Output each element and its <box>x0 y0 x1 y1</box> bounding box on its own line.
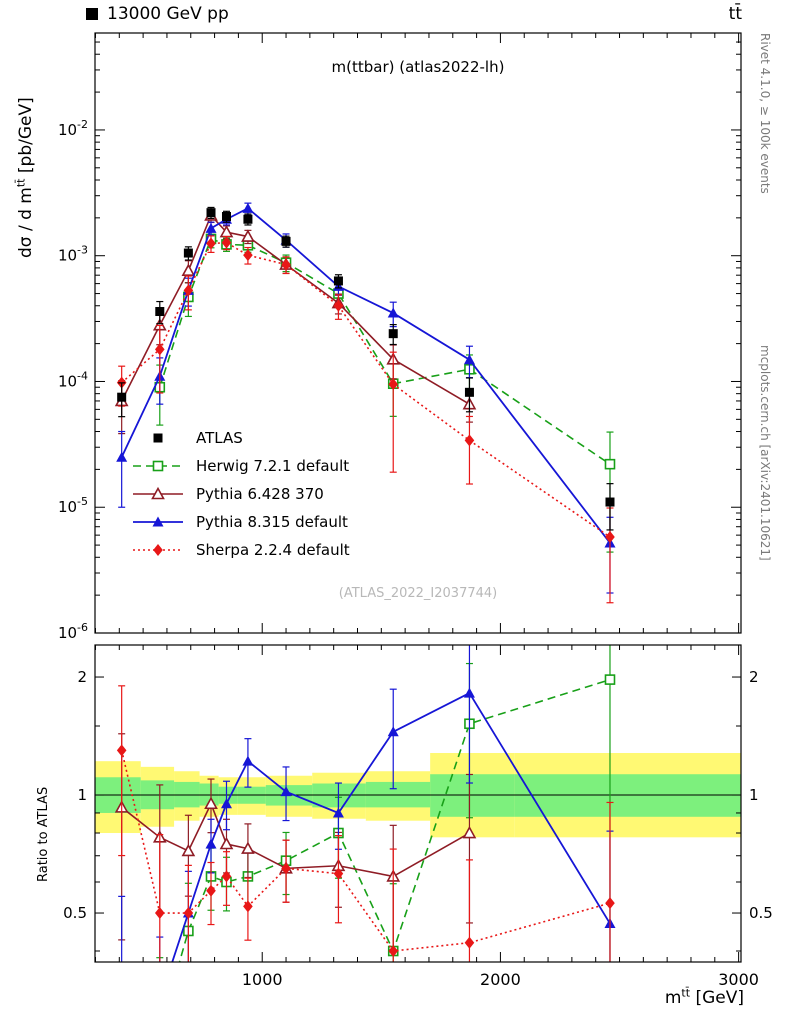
mcplots-reference-note: mcplots.cern.ch [arXiv:2401.10621] <box>758 345 772 561</box>
y-tick-label: 10-2 <box>58 118 88 139</box>
y-tick-label: 10-6 <box>58 621 88 642</box>
legend-label-atlas: ATLAS <box>196 429 243 447</box>
legend-marker-atlas <box>153 433 163 443</box>
legend-entry-atlas: ATLAS <box>132 424 350 452</box>
y-axis-label-sup: tt̄ <box>14 178 28 188</box>
legend-marker-pythia8 <box>133 516 183 527</box>
y-tick-label: 10-3 <box>58 244 88 265</box>
legend-entry-herwig: Herwig 7.2.1 default <box>132 452 350 480</box>
ratio-tick-label-right: 2 <box>749 668 759 686</box>
legend-label-sherpa: Sherpa 2.2.4 default <box>196 541 350 559</box>
rivet-version-note: Rivet 4.1.0, ≥ 100k events <box>758 33 772 194</box>
x-axis-label-pre: m <box>664 988 682 1008</box>
header-beam-energy: 13000 GeV pp <box>86 4 229 24</box>
ratio-tick-label-left: 1 <box>77 786 87 804</box>
legend-label-herwig: Herwig 7.2.1 default <box>196 457 350 475</box>
x-axis-label-sup: tt̄ <box>681 986 691 1000</box>
ratio-tick-label-right: 1 <box>749 786 759 804</box>
analysis-watermark: (ATLAS_2022_I2037744) <box>338 586 498 601</box>
x-tick-label: 3000 <box>718 970 759 989</box>
ratio-tick-label-left: 0.5 <box>63 904 87 922</box>
y-axis-label-main: dσ / d mtt̄ [pb/GeV] <box>14 97 36 258</box>
x-tick-label: 1000 <box>242 970 283 989</box>
legend-marker-sherpa <box>133 544 183 556</box>
legend-marker-herwig <box>133 460 183 472</box>
header-square-icon <box>86 8 98 20</box>
legend-entry-pythia6: Pythia 6.428 370 <box>132 480 350 508</box>
x-tick-label: 2000 <box>480 970 521 989</box>
y-tick-label: 10-5 <box>58 495 88 516</box>
legend-label-pythia8: Pythia 8.315 default <box>196 513 348 531</box>
series-ratio-sherpa <box>116 685 615 962</box>
y-axis-label-post: [pb/GeV] <box>16 97 36 179</box>
ratio-panel-frame <box>94 644 742 963</box>
ratio-tick-label-left: 2 <box>77 668 87 686</box>
legend-entry-sherpa: Sherpa 2.2.4 default <box>132 536 350 564</box>
series-main-pythia6 <box>114 208 477 435</box>
atlas-uncertainty-bands <box>95 753 741 838</box>
y-tick-label: 10-4 <box>58 369 88 390</box>
series-main-atlas <box>117 206 615 531</box>
header-beam-energy-label: 13000 GeV pp <box>107 4 229 24</box>
y-axis-label-pre: dσ / d m <box>16 187 36 258</box>
x-axis-label: mtt̄ [GeV] <box>664 986 744 1008</box>
legend-marker-pythia6 <box>133 486 183 500</box>
legend-label-pythia6: Pythia 6.428 370 <box>196 485 324 503</box>
ratio-tick-label-right: 0.5 <box>749 904 773 922</box>
plot-title: m(ttbar) (atlas2022-lh) <box>331 58 505 76</box>
y-axis-label-ratio: Ratio to ATLAS <box>36 786 51 882</box>
legend-entry-pythia8: Pythia 8.315 default <box>132 508 350 536</box>
legend: ATLAS Herwig 7.2.1 default Pythia 6.428 37… <box>132 424 350 564</box>
series-ratio-pythia6 <box>114 733 477 951</box>
header-process-label: tt̄ <box>728 4 742 24</box>
x-axis-label-post: [GeV] <box>690 988 744 1008</box>
series-main-sherpa <box>116 235 615 604</box>
main-panel-frame <box>94 32 742 634</box>
